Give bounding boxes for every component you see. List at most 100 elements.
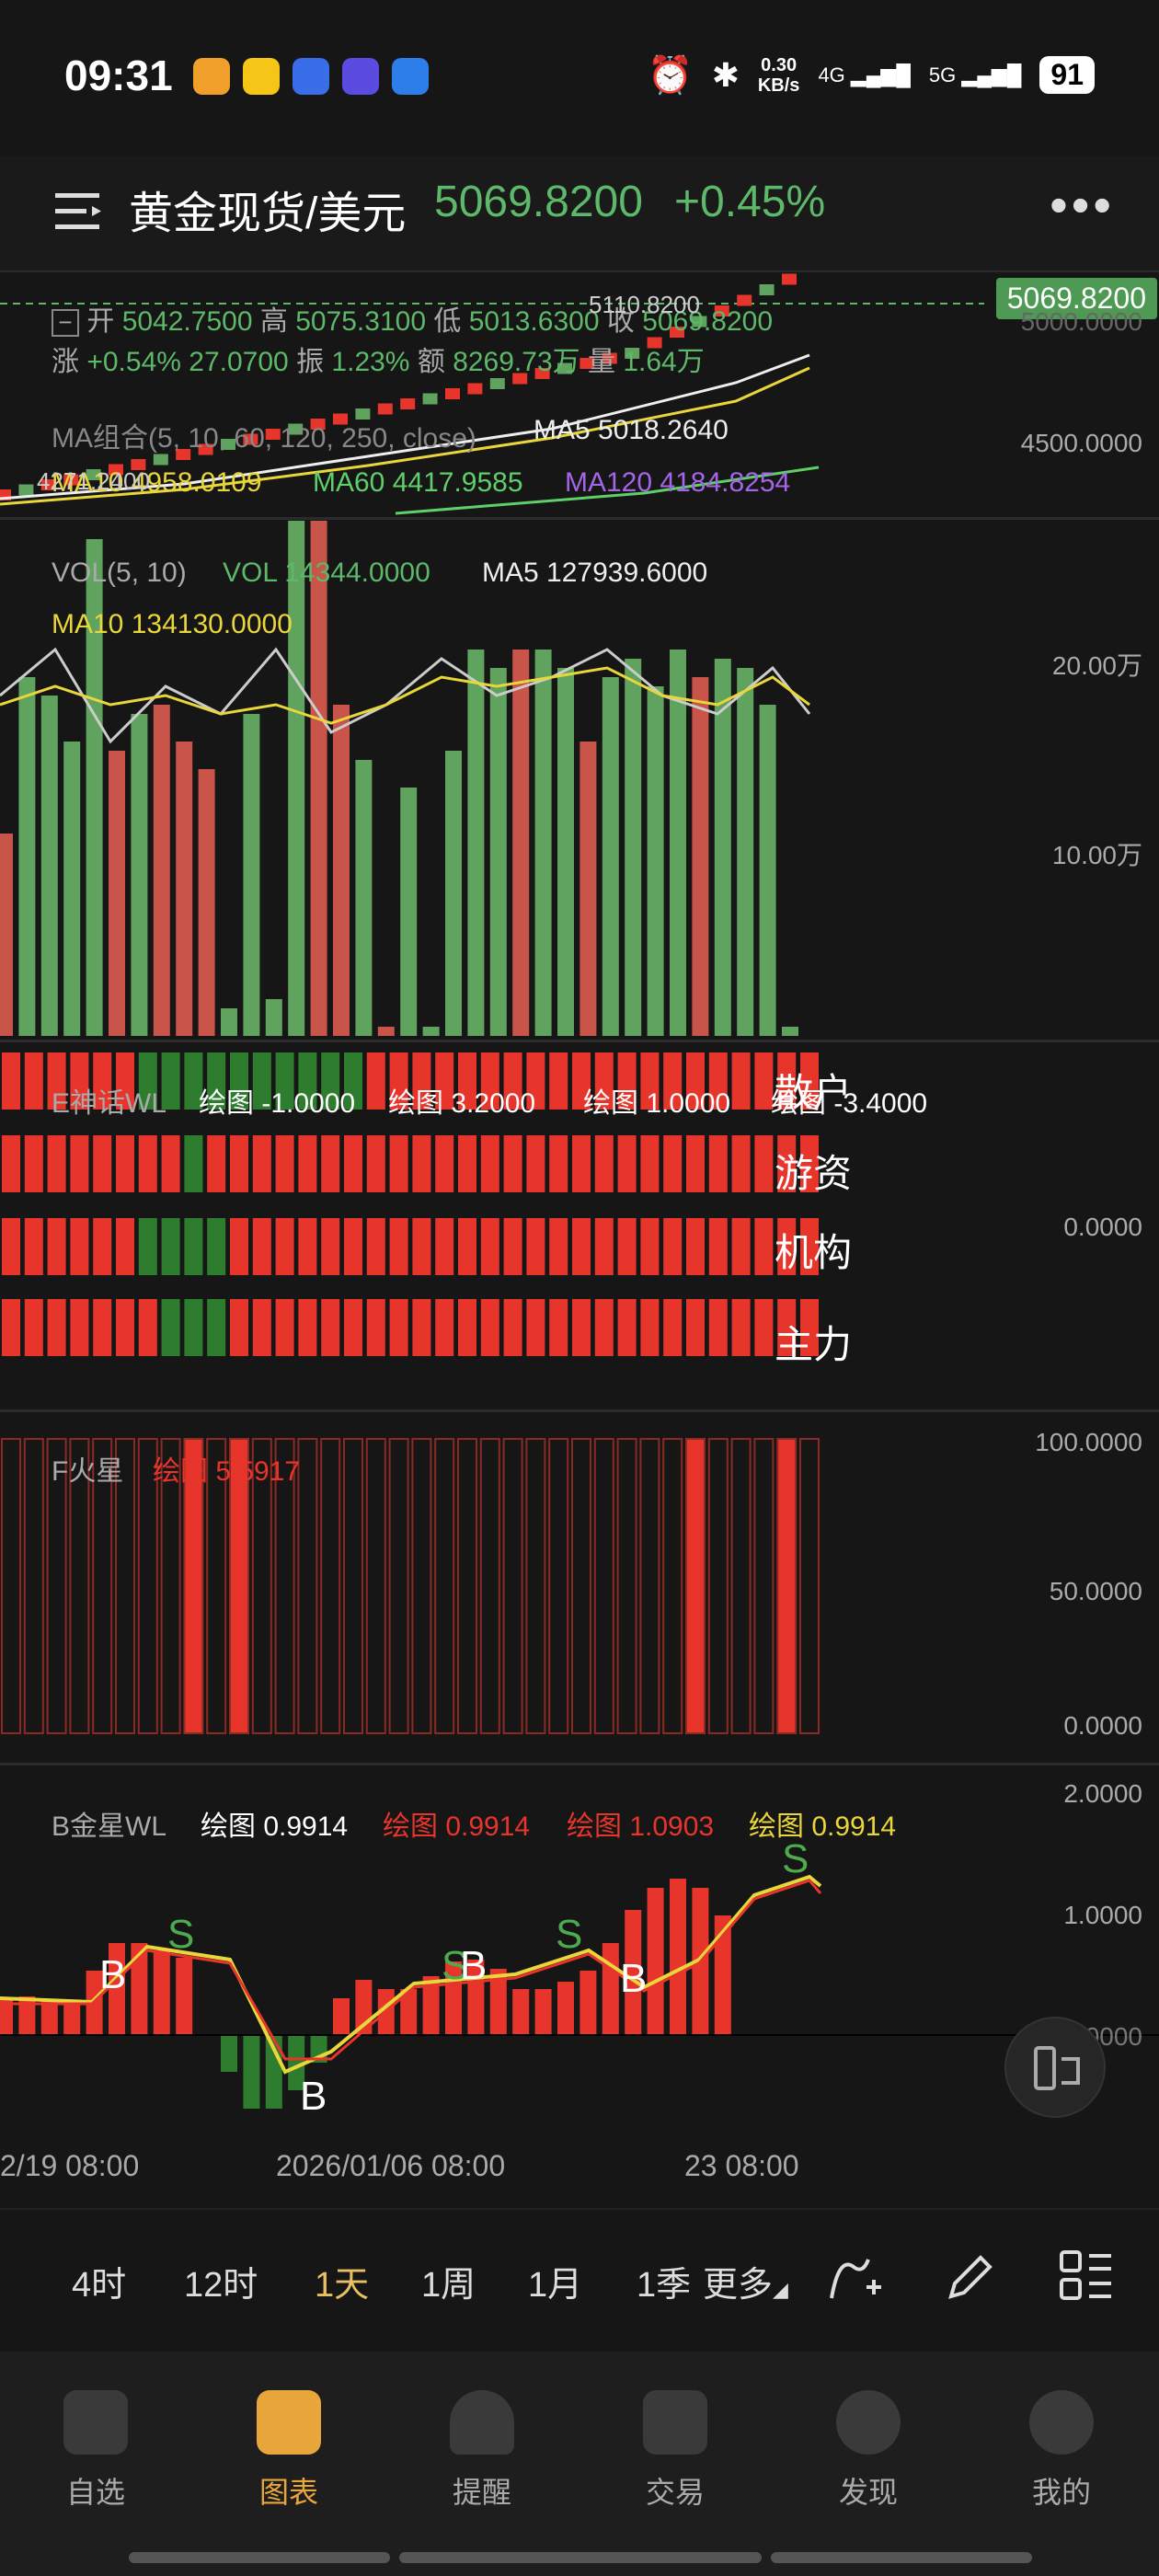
layout-grid-icon[interactable] [1056, 2247, 1115, 2306]
nav-trade[interactable]: 交易 [620, 2390, 730, 2512]
e-bar [321, 1135, 340, 1192]
gesture-bar [399, 2552, 762, 2563]
main-price-chart[interactable] [0, 272, 1159, 519]
nav-chart[interactable]: 图表 [234, 2390, 344, 2512]
e-bar [24, 1135, 43, 1192]
e-indicator-chart[interactable] [0, 1043, 1159, 1408]
e-bar [275, 1299, 294, 1356]
bottom-nav: 自选 图表 提醒 交易 发现 我的 [0, 2352, 1159, 2576]
header-price: 5069.8200 [434, 178, 643, 226]
e-bar [275, 1218, 294, 1275]
candle [489, 378, 505, 389]
e-bar [24, 1218, 43, 1275]
volume-bar [0, 834, 13, 1036]
nav-alerts[interactable]: 提醒 [427, 2390, 537, 2512]
e-bar [572, 1052, 591, 1110]
e-bar [480, 1052, 499, 1110]
e-bar [640, 1299, 660, 1356]
candle [534, 368, 550, 379]
f-bar [274, 1438, 295, 1734]
volume-bar [422, 1027, 440, 1036]
e-bar [686, 1135, 705, 1192]
status-time: 09:31 [64, 52, 173, 99]
f-bar [776, 1438, 798, 1734]
candle [400, 398, 416, 409]
e-bar [70, 1135, 89, 1192]
nav-profile[interactable]: 我的 [1006, 2390, 1117, 2512]
f-indicator-chart[interactable] [0, 1413, 1159, 1759]
e-bar [708, 1135, 728, 1192]
nav-chart-label: 图表 [258, 2476, 318, 2509]
collapse-icon[interactable]: − [52, 309, 79, 338]
landscape-toggle-icon[interactable] [1004, 2017, 1106, 2118]
volume-bar [310, 521, 327, 1036]
volume-bar [467, 650, 485, 1036]
amp-label: 振 [296, 347, 325, 377]
e-bar [207, 1052, 226, 1110]
home-icon [63, 2390, 128, 2455]
f-bar [457, 1438, 477, 1734]
period-1d[interactable]: 1天 [315, 2266, 370, 2305]
e-bar [230, 1052, 248, 1110]
dropdown-triangle-icon: ◢ [773, 2278, 788, 2301]
e-bar [321, 1218, 340, 1275]
nav-discover[interactable]: 发现 [813, 2390, 924, 2512]
volume-bar [243, 714, 260, 1036]
e-bar [663, 1135, 683, 1192]
f-bar [525, 1438, 546, 1734]
f-bar [320, 1438, 341, 1734]
f-bar [229, 1438, 249, 1734]
period-1m[interactable]: 1月 [528, 2266, 583, 2305]
b-yellow-line [0, 1874, 822, 2075]
instrument-title[interactable]: 黄金现货/美元 [129, 190, 407, 238]
b-value-2: 绘图 0.9914 [383, 1811, 531, 1842]
notification-icons [193, 58, 429, 95]
b-indicator-chart[interactable] [0, 1766, 1159, 2134]
period-1q[interactable]: 1季 [637, 2266, 692, 2305]
menu-icon[interactable] [52, 184, 107, 239]
chart-area[interactable]: − 开 5042.7500 高 5075.3100 低 5013.6300 收 … [0, 272, 1159, 2204]
candle [512, 373, 528, 385]
f-bar [251, 1438, 272, 1734]
period-1w[interactable]: 1周 [421, 2266, 476, 2305]
period-4h[interactable]: 4时 [72, 2266, 127, 2305]
e-axis-0: 0.0000 [1063, 1213, 1142, 1241]
f-bar [593, 1438, 614, 1734]
signal-s-mark: S [556, 1912, 583, 1957]
candle [288, 423, 304, 435]
period-12h[interactable]: 12时 [184, 2266, 258, 2305]
f-bar [571, 1438, 591, 1734]
volume-bar [153, 705, 170, 1036]
draw-line-icon[interactable] [826, 2247, 885, 2306]
e-bar [594, 1052, 614, 1110]
b-bar [176, 1958, 193, 2035]
e-bar [230, 1299, 248, 1356]
b-axis-1: 1.0000 [1063, 1901, 1142, 1929]
volume-bar [647, 686, 664, 1036]
net-speed-value: 0.30 [761, 54, 798, 75]
volume-bar [670, 650, 686, 1036]
e-bar [389, 1299, 408, 1356]
e-value-3: 绘图 1.0000 [583, 1088, 731, 1119]
ma-title: MA组合(5, 10, 60, 120, 250, close) [52, 423, 476, 454]
nav-trade-label: 交易 [645, 2476, 705, 2509]
axis-10w: 10.00万 [1051, 841, 1142, 869]
low-value: 5013.6300 [468, 306, 600, 337]
b-bar [18, 1996, 36, 2035]
f-bar [365, 1438, 386, 1734]
ohlc-row: − 开 5042.7500 高 5075.3100 低 5013.6300 收 … [52, 298, 773, 339]
candle [176, 449, 191, 460]
e-bar [686, 1218, 705, 1275]
nav-watchlist[interactable]: 自选 [40, 2390, 151, 2512]
e-bar [754, 1135, 774, 1192]
candle [602, 352, 617, 364]
more-options-icon[interactable]: ••• [1050, 176, 1115, 234]
e-bar [458, 1052, 476, 1110]
ma10-line [0, 366, 810, 506]
volume-chart[interactable] [0, 521, 1159, 1038]
volume-bar [18, 677, 36, 1036]
period-more[interactable]: 更多◢ [703, 2256, 788, 2306]
e-bar [138, 1135, 157, 1192]
e-bar [731, 1218, 751, 1275]
pencil-icon[interactable] [942, 2247, 1001, 2306]
